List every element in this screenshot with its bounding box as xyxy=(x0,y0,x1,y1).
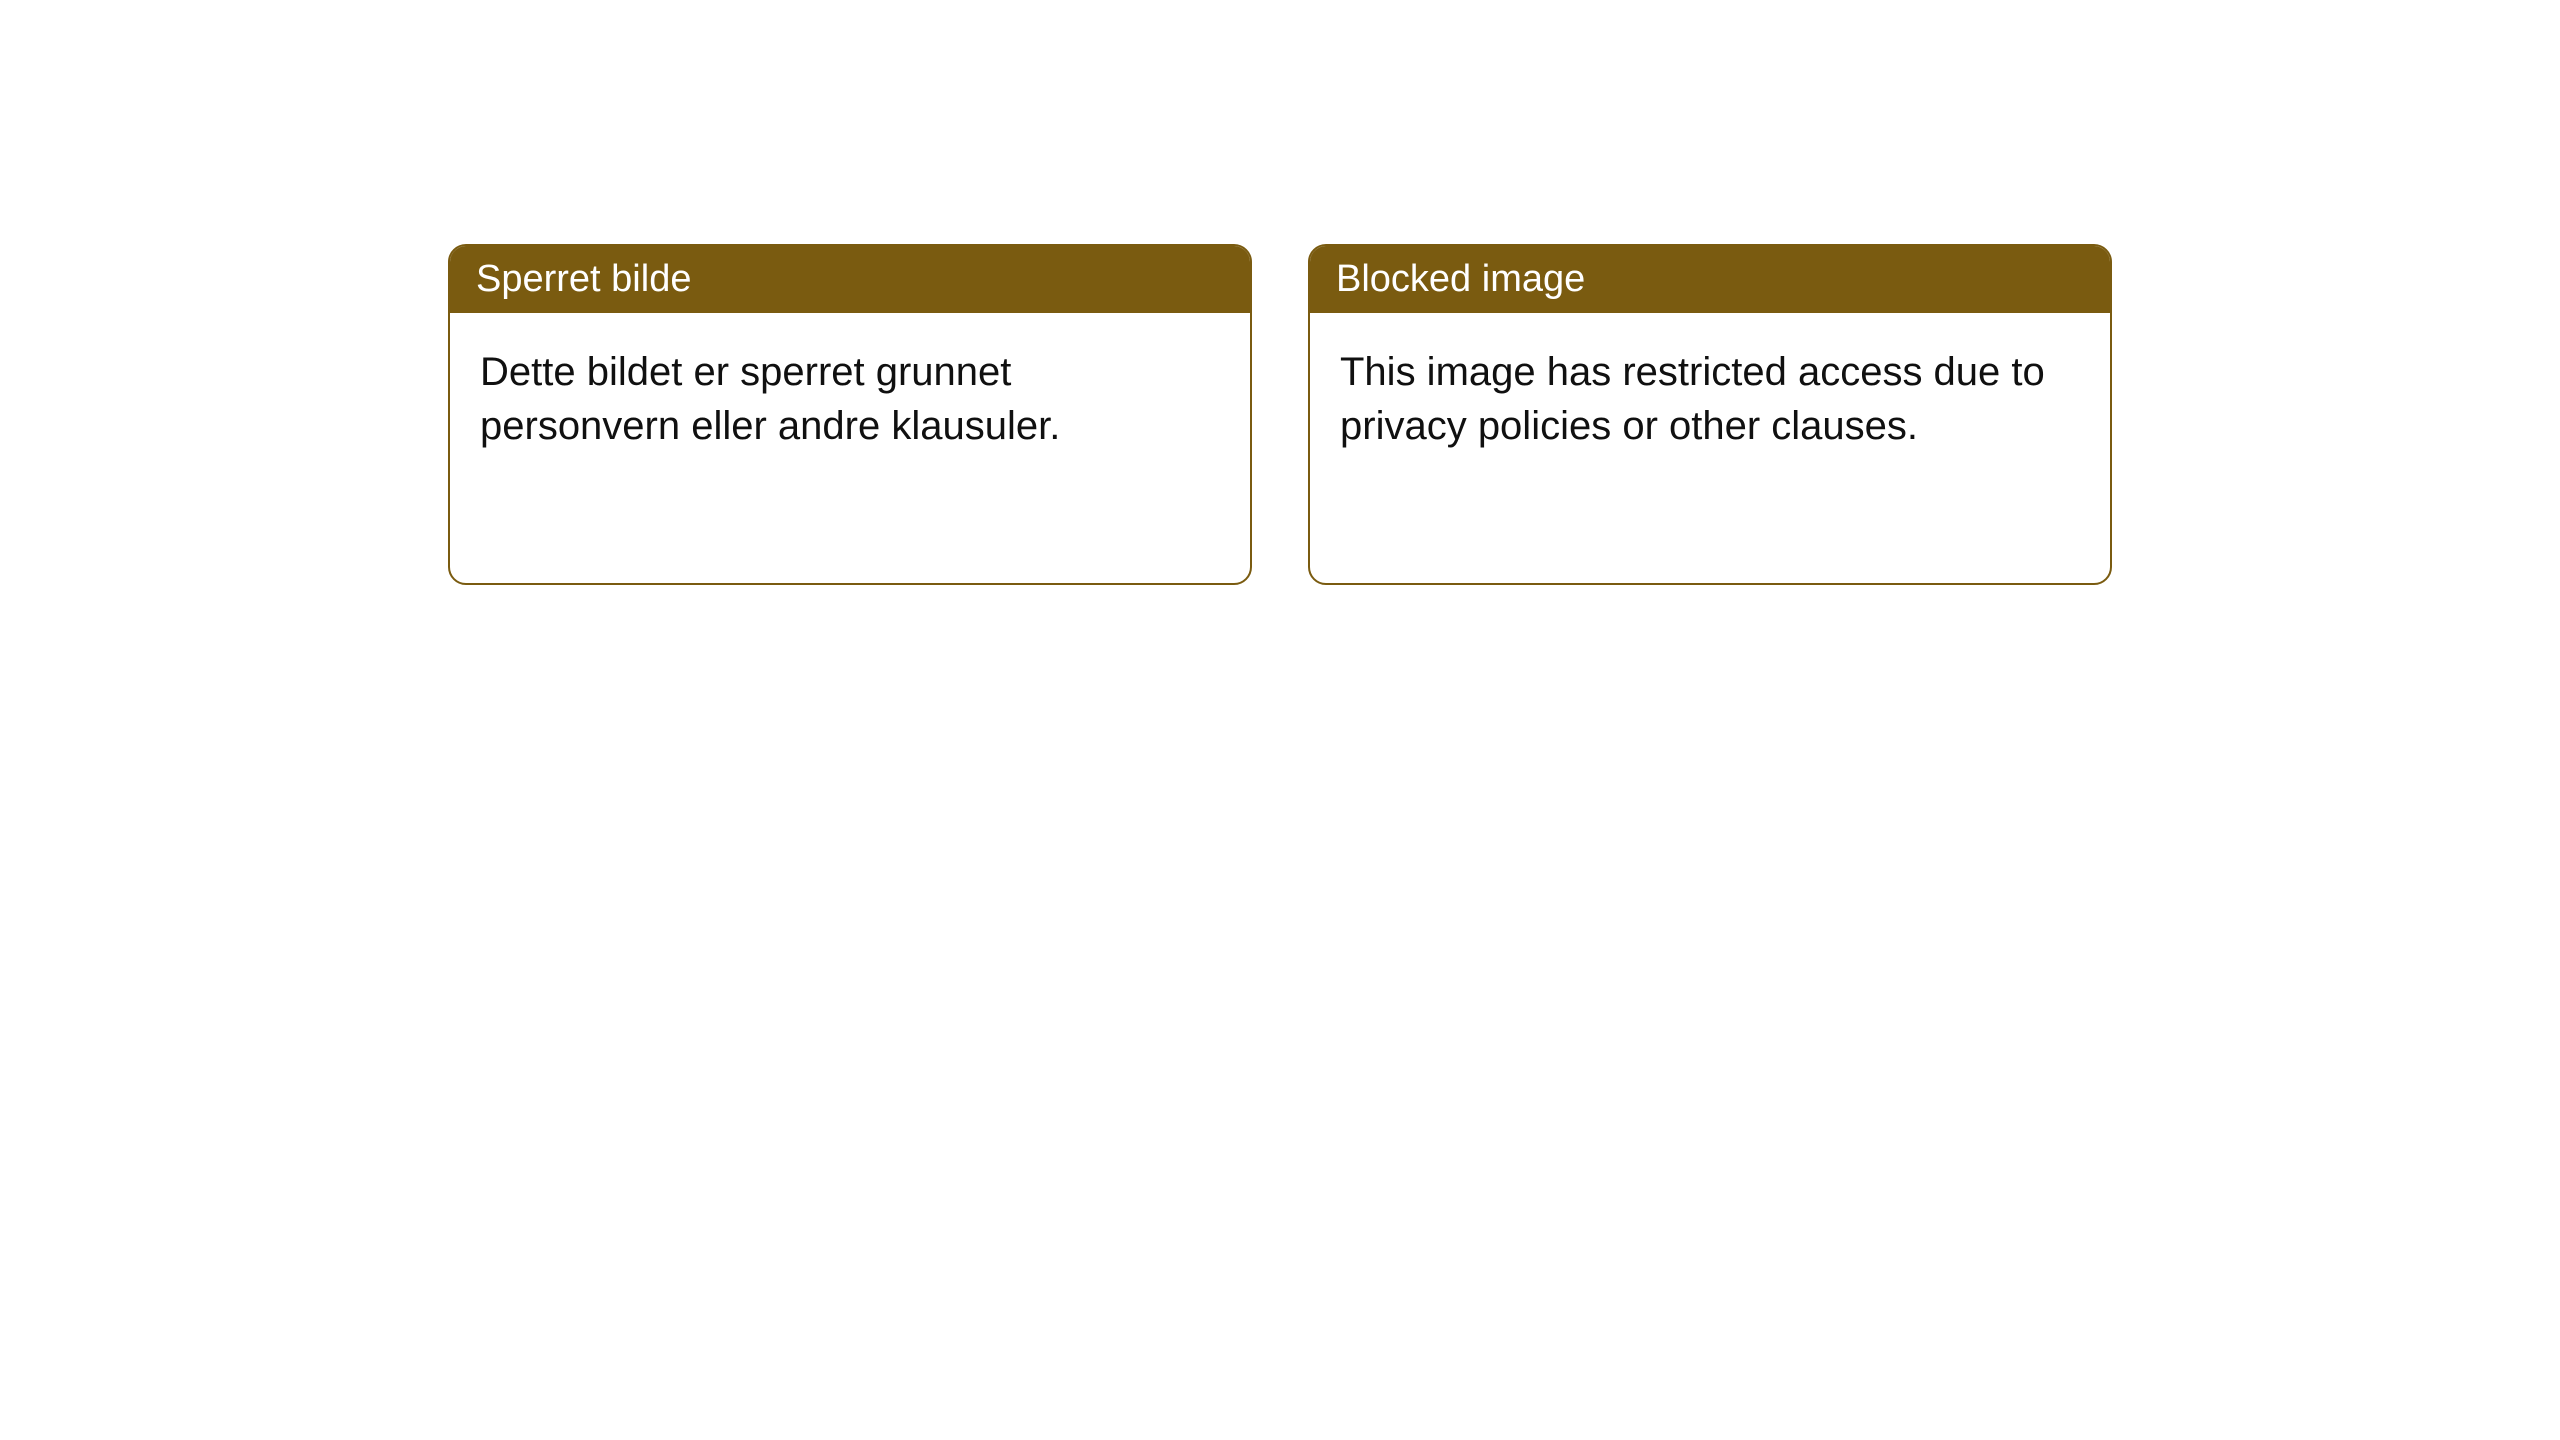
notice-container: Sperret bilde Dette bildet er sperret gr… xyxy=(0,0,2560,585)
notice-title-norwegian: Sperret bilde xyxy=(450,246,1250,313)
notice-body-english: This image has restricted access due to … xyxy=(1310,313,2110,583)
notice-body-norwegian: Dette bildet er sperret grunnet personve… xyxy=(450,313,1250,583)
notice-title-english: Blocked image xyxy=(1310,246,2110,313)
notice-card-english: Blocked image This image has restricted … xyxy=(1308,244,2112,585)
notice-card-norwegian: Sperret bilde Dette bildet er sperret gr… xyxy=(448,244,1252,585)
